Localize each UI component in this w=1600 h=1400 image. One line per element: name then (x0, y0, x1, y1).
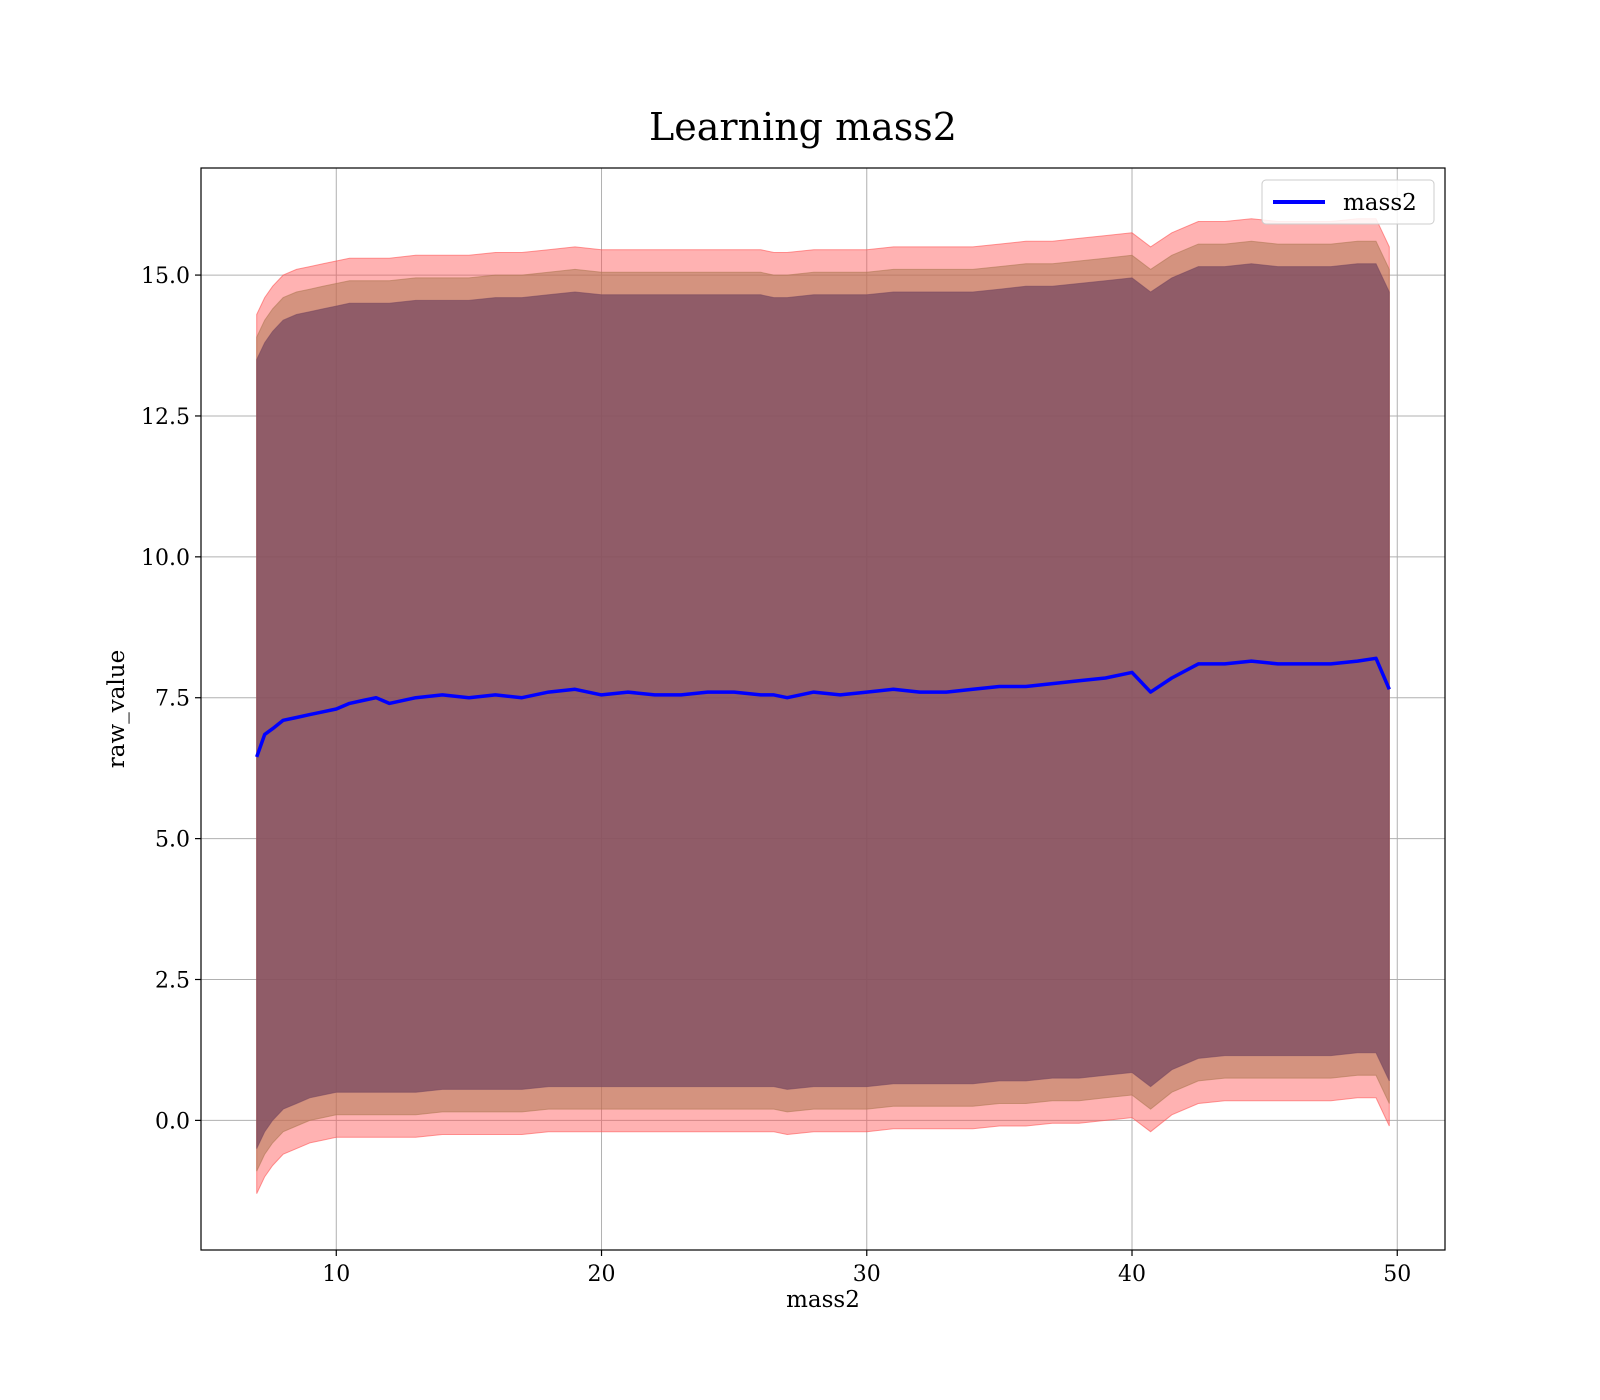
series-line-mass2 (255, 656, 1391, 758)
confidence-bands (256, 218, 1390, 1194)
x-tick-label: 50 (1383, 1262, 1411, 1287)
x-axis-ticks: 10 20 30 40 50 (322, 1250, 1411, 1287)
y-tick-label: 7.5 (155, 687, 190, 712)
y-tick-label: 5.0 (155, 828, 190, 853)
x-axis-label: mass2 (786, 1287, 860, 1313)
plot-area-frame (200, 167, 1446, 1251)
chart-title: Learning mass2 (649, 105, 957, 149)
y-axis-ticks: 0.0 2.5 5.0 7.5 10.0 12.5 15.0 (141, 264, 201, 1134)
y-axis-label: raw_value (104, 650, 130, 768)
y-tick-label: 12.5 (141, 405, 190, 430)
x-tick-label: 10 (322, 1262, 350, 1287)
legend-label-mass2: mass2 (1343, 190, 1417, 216)
y-tick-label: 2.5 (155, 969, 190, 994)
x-tick-label: 40 (1118, 1262, 1146, 1287)
x-tick-label: 20 (588, 1262, 616, 1287)
legend: mass2 (1261, 179, 1435, 225)
confidence-band-2 (256, 263, 1390, 1149)
x-tick-label: 30 (853, 1262, 881, 1287)
legend-box (1261, 179, 1435, 225)
y-tick-label: 0.0 (155, 1109, 190, 1134)
y-tick-label: 10.0 (141, 546, 190, 571)
y-tick-label: 15.0 (141, 264, 190, 289)
series-lines (255, 656, 1391, 758)
